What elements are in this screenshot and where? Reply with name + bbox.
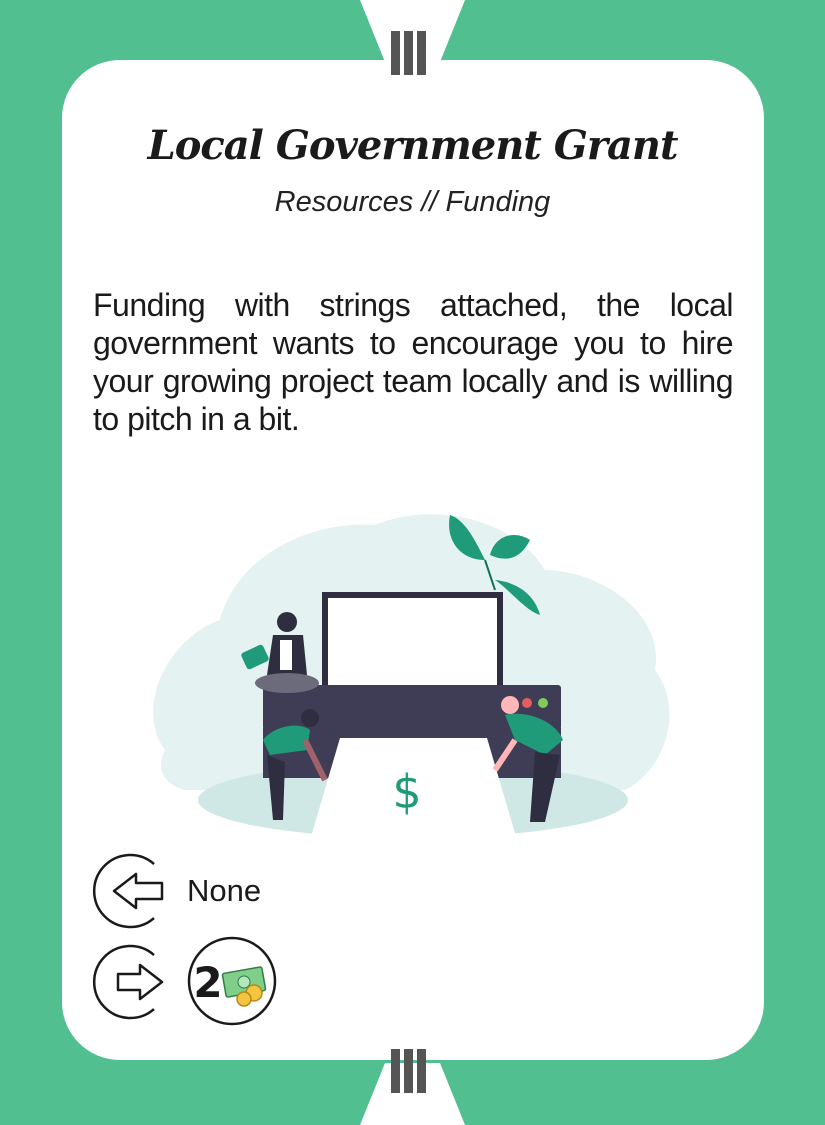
printer-led-green — [538, 698, 548, 708]
money-icon — [221, 966, 267, 1007]
printed-paper — [310, 738, 517, 840]
tier-marker-bottom — [391, 1049, 426, 1093]
card-subtitle: Resources // Funding — [274, 186, 551, 218]
printer-body — [263, 685, 561, 730]
output-resource-badge: 2 — [187, 936, 277, 1026]
input-label: None — [187, 873, 262, 908]
tier-marker-top — [391, 31, 426, 75]
person-sitting — [241, 612, 319, 693]
arrow-left-icon — [92, 853, 164, 929]
bottom-notch — [360, 1063, 465, 1125]
printer-paper-tray — [322, 592, 503, 698]
person-left — [263, 709, 328, 820]
arrow-right-icon — [92, 944, 164, 1020]
leaf-icon — [449, 515, 540, 615]
person-right — [492, 696, 563, 822]
dollar-sign: $ — [392, 765, 421, 819]
output-amount: 2 — [193, 958, 222, 1007]
card-description: Funding with strings attached, the local… — [93, 287, 734, 437]
team-moving-printer-illustration: $ — [153, 514, 670, 840]
card-title: Local Government Grant — [147, 122, 679, 169]
printer-led-red — [522, 698, 532, 708]
